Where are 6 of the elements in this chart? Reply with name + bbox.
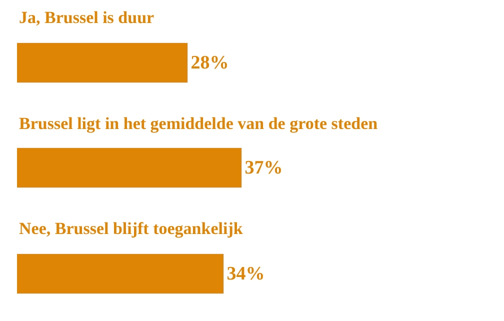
data-label: 28% [190, 52, 229, 74]
y-tick-label: Nee, Brussel blijft toegankelijk [19, 219, 244, 238]
y-tick-label: Brussel ligt in het gemiddelde van de grote steden [19, 114, 378, 133]
data-label: 37% [244, 157, 283, 178]
data-label: 34% [226, 263, 265, 284]
y-tick-label: Ja, Brussel is duur [19, 8, 155, 27]
